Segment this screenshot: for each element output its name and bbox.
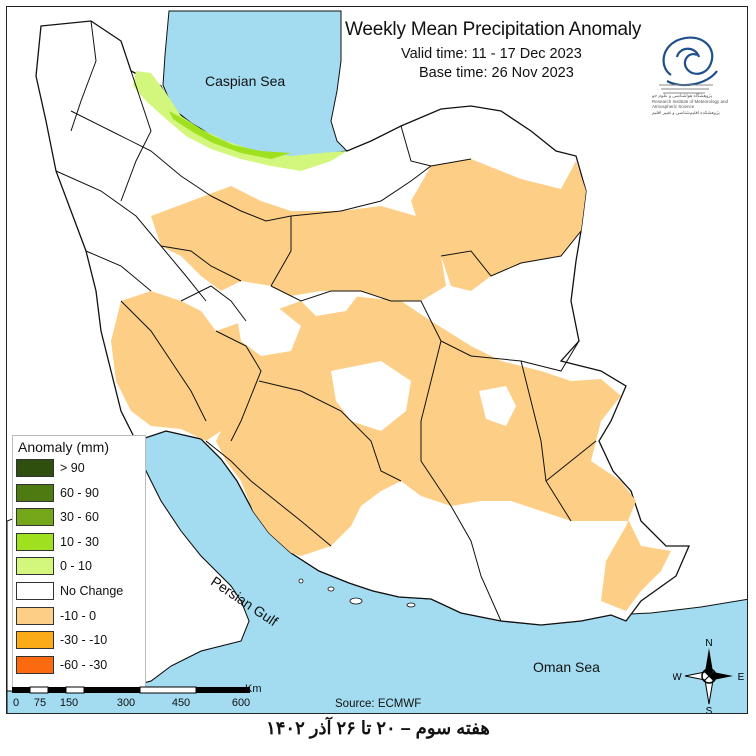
legend-item: 60 - 90	[16, 483, 99, 503]
map-title: Weekly Mean Precipitation Anomaly	[345, 19, 642, 40]
persian-caption: هفته سوم – ۲۰ تا ۲۶ آذر ۱۴۰۲	[266, 718, 490, 738]
logo-text-fa2: پژوهشکده اقلیم‌شناسی و تغییر اقلیم	[652, 109, 720, 115]
legend-label: 10 - 30	[60, 534, 99, 549]
legend-item: -30 - -10	[16, 630, 107, 650]
institute-logo	[659, 36, 718, 94]
anomaly-region-caspian-coast-strong	[169, 111, 291, 159]
anomaly-region-south-central	[216, 296, 671, 611]
no-change-pocket-3	[479, 386, 516, 426]
scale-unit: Km	[245, 683, 262, 695]
legend-item: > 90	[16, 458, 85, 478]
scale-tick-label: 600	[231, 697, 251, 709]
scale-tick-label: 300	[116, 697, 136, 709]
compass-rose-icon: N S W E	[673, 638, 745, 714]
legend-swatch	[16, 532, 54, 551]
anomaly-region-north-east	[411, 159, 586, 291]
valid-time: Valid time: 11 - 17 Dec 2023	[401, 46, 582, 62]
legend-label: No Change	[60, 584, 124, 598]
scale-tick-label: 150	[59, 697, 79, 709]
legend: Anomaly (mm) > 90 60 - 90 30 - 60 10 - 30 0 …	[12, 435, 146, 691]
no-change-pocket-4	[301, 291, 361, 316]
logo-text-fa: پژوهشگاه هواشناسی و علوم جو	[652, 93, 713, 98]
anomaly-region-west	[111, 291, 276, 441]
province-borders	[55, 20, 597, 622]
legend-item: 10 - 30	[16, 532, 99, 552]
map-frame: Caspian Sea Persian Gulf Oman Sea Weekly…	[6, 6, 748, 714]
legend-title: Anomaly (mm)	[18, 439, 110, 455]
legend-swatch	[16, 459, 54, 477]
legend-item: -60 - -30	[16, 655, 107, 675]
scale-tick-label: 0	[12, 697, 20, 709]
institute-logo-text: پژوهشگاه هواشناسی و علوم جو Research Ins…	[652, 93, 732, 115]
legend-label: 0 - 10	[60, 559, 92, 574]
legend-label: 60 - 90	[60, 485, 99, 500]
legend-label: -30 - -10	[60, 633, 108, 648]
legend-item: -10 - 0	[16, 606, 96, 626]
legend-swatch	[16, 483, 54, 502]
legend-swatch	[16, 508, 54, 527]
legend-item: 30 - 60	[16, 507, 99, 527]
legend-item: No Change	[16, 581, 123, 601]
legend-item: 0 - 10	[16, 556, 92, 576]
compass-w: W	[673, 672, 682, 683]
legend-swatch	[16, 606, 54, 625]
compass-s: S	[706, 706, 713, 714]
base-time: Base time: 26 Nov 2023	[419, 65, 574, 81]
no-change-pocket-1	[236, 306, 301, 356]
scale-bar	[12, 686, 250, 694]
gulf-islands	[298, 578, 416, 608]
anomaly-region-central-north	[151, 186, 446, 301]
caspian-sea-label: Caspian Sea	[205, 73, 286, 89]
compass-n: N	[705, 638, 712, 649]
compass-e: E	[738, 672, 745, 683]
scale-tick-label: 450	[171, 697, 191, 709]
scale-tick-label: 75	[33, 697, 47, 709]
legend-label: > 90	[60, 461, 85, 475]
legend-swatch	[16, 582, 54, 600]
legend-swatch	[16, 631, 54, 650]
legend-label: -60 - -30	[60, 657, 108, 672]
no-change-pocket-2	[331, 361, 411, 431]
source-label: Source: ECMWF	[335, 698, 422, 710]
logo-text-en: Research Institute of Meteorology and At…	[652, 98, 729, 110]
legend-swatch	[16, 557, 54, 576]
legend-label: -10 - 0	[60, 608, 97, 623]
legend-label: 30 - 60	[60, 510, 99, 525]
legend-swatch	[16, 655, 54, 674]
oman-sea-label: Oman Sea	[533, 659, 600, 675]
